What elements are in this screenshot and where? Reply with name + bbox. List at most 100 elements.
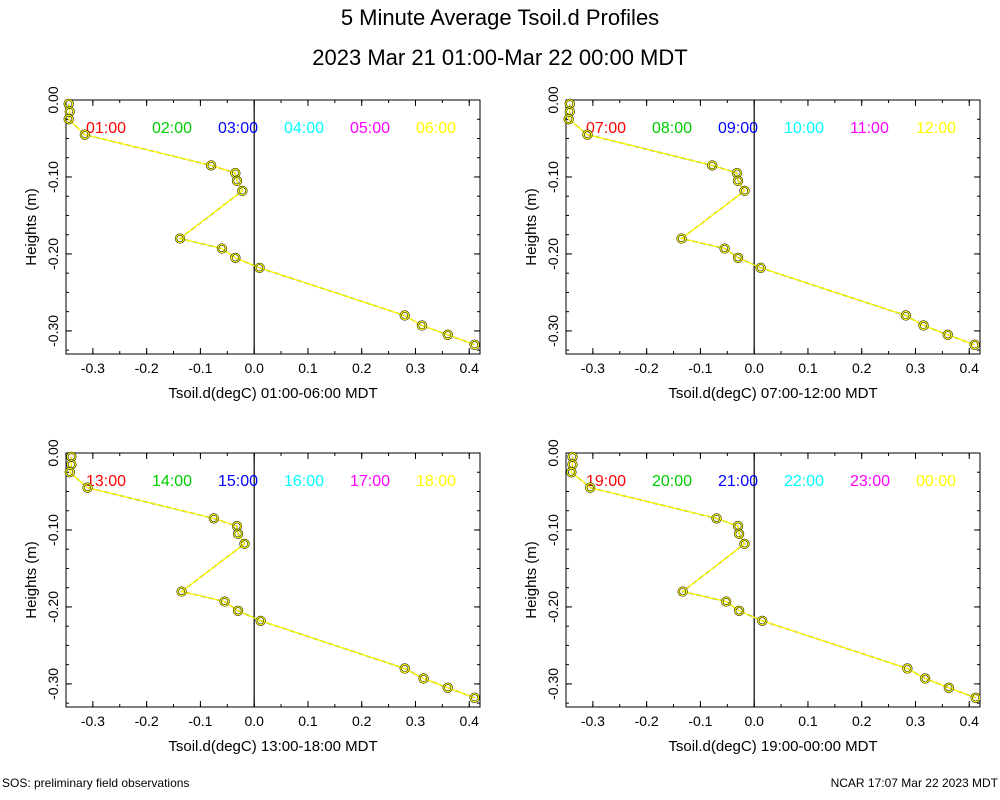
series-line [69, 456, 475, 699]
data-point [230, 253, 240, 263]
legend-entry: 19:00 [586, 473, 626, 490]
x-tick-label: -0.1 [188, 360, 212, 376]
data-point [585, 483, 595, 493]
x-tick-label: 0.3 [406, 713, 426, 729]
series-shadow-line [567, 103, 975, 346]
y-tick-label: -0.30 [545, 315, 561, 347]
data-point [733, 176, 743, 186]
data-point [470, 340, 480, 350]
legend-entry: 15:00 [218, 473, 258, 490]
legend-entry: 06:00 [416, 120, 456, 137]
profile-panel: -0.3 -0.2 -0.1 0.0 0.1 0.2 0.3 0.4 0.00 -0.10 -0.2… [523, 439, 981, 755]
x-tick-label: 0.1 [798, 713, 818, 729]
legend-entry: 08:00 [652, 120, 692, 137]
data-point [239, 539, 250, 549]
data-point [400, 310, 410, 321]
data-point [943, 330, 953, 340]
series-shadow-line [68, 456, 475, 699]
data-point [756, 263, 766, 273]
data-point [470, 693, 480, 703]
data-point [902, 663, 913, 674]
data-point [676, 233, 687, 244]
data-point [400, 663, 410, 674]
y-tick-label: 0.00 [45, 439, 61, 466]
legend-entry: 23:00 [850, 473, 890, 490]
series-line [567, 103, 975, 346]
data-point [237, 186, 247, 196]
y-tick-label: -0.30 [45, 668, 61, 700]
x-tick-label: 0.0 [244, 360, 264, 376]
legend-entry: 17:00 [350, 473, 390, 490]
x-tick-label: 0.2 [352, 360, 372, 376]
x-tick-label: 0.1 [298, 360, 318, 376]
data-point [232, 176, 242, 186]
data-point [721, 596, 731, 607]
x-tick-label: 0.4 [460, 360, 480, 376]
y-tick-label: -0.10 [545, 514, 561, 546]
y-axis-label: Heights (m) [23, 541, 40, 619]
x-tick-label: -0.2 [135, 360, 159, 376]
data-point [734, 529, 744, 539]
data-point [417, 320, 427, 331]
legend-entry: 13:00 [86, 473, 126, 490]
x-tick-label: 0.3 [906, 360, 926, 376]
x-tick-label: -0.1 [688, 713, 712, 729]
data-point [82, 483, 93, 493]
x-tick-label: -0.3 [581, 360, 605, 376]
data-point [80, 130, 90, 140]
x-tick-label: 0.4 [960, 360, 980, 376]
x-axis-label: Tsoil.d(degC) 07:00-12:00 MDT [668, 385, 877, 402]
data-point [209, 513, 219, 524]
y-axis-label: Heights (m) [23, 188, 40, 266]
x-tick-label: 0.4 [460, 713, 480, 729]
x-tick-label: -0.1 [688, 360, 712, 376]
x-tick-label: 0.2 [352, 713, 372, 729]
legend-entry: 14:00 [152, 473, 192, 490]
series-shadow-line [570, 456, 976, 699]
data-point [233, 606, 243, 616]
legend-entry: 10:00 [784, 120, 824, 137]
data-point [970, 340, 980, 350]
data-point [217, 243, 227, 254]
y-tick-label: -0.20 [45, 591, 61, 623]
data-point [720, 243, 730, 254]
data-point [206, 160, 216, 171]
data-point [971, 693, 981, 703]
x-tick-label: -0.3 [81, 360, 105, 376]
legend-entry: 11:00 [850, 120, 889, 137]
plot-frame [65, 452, 481, 708]
legend-entry: 09:00 [718, 120, 758, 137]
data-point [566, 467, 576, 477]
x-tick-label: -0.1 [188, 713, 212, 729]
chart-title: 5 Minute Average Tsoil.d Profiles [340, 5, 660, 30]
data-point [920, 673, 930, 684]
x-tick-label: 0.2 [852, 360, 872, 376]
data-point [733, 253, 743, 263]
profile-panel: -0.3 -0.2 -0.1 0.0 0.1 0.2 0.3 0.4 0.00 -0.10 -0.2… [23, 439, 481, 755]
x-tick-label: -0.2 [135, 713, 159, 729]
x-tick-label: 0.3 [906, 713, 926, 729]
x-tick-label: 0.0 [744, 360, 764, 376]
data-point [220, 596, 230, 607]
x-axis-label: Tsoil.d(degC) 01:00-06:00 MDT [168, 385, 377, 402]
y-tick-label: -0.30 [545, 668, 561, 700]
y-tick-label: 0.00 [545, 439, 561, 466]
legend-entry: 03:00 [218, 120, 258, 137]
plot-frame [565, 452, 981, 708]
plot-frame [65, 99, 481, 355]
x-axis-label: Tsoil.d(degC) 13:00-18:00 MDT [168, 738, 377, 755]
profile-panel: -0.3 -0.2 -0.1 0.0 0.1 0.2 0.3 0.4 0.00 -0.10 -0.2… [23, 86, 481, 402]
x-tick-label: 0.1 [798, 360, 818, 376]
data-point [176, 586, 187, 597]
data-point [739, 539, 750, 549]
plot-frame [565, 99, 981, 355]
legend-entry: 16:00 [284, 473, 324, 490]
data-point [707, 160, 717, 171]
data-point [757, 616, 767, 626]
y-tick-label: -0.30 [45, 315, 61, 347]
legend-entry: 04:00 [284, 120, 324, 137]
legend-entry: 18:00 [416, 473, 456, 490]
data-point [443, 683, 453, 693]
x-tick-label: 0.4 [960, 713, 980, 729]
